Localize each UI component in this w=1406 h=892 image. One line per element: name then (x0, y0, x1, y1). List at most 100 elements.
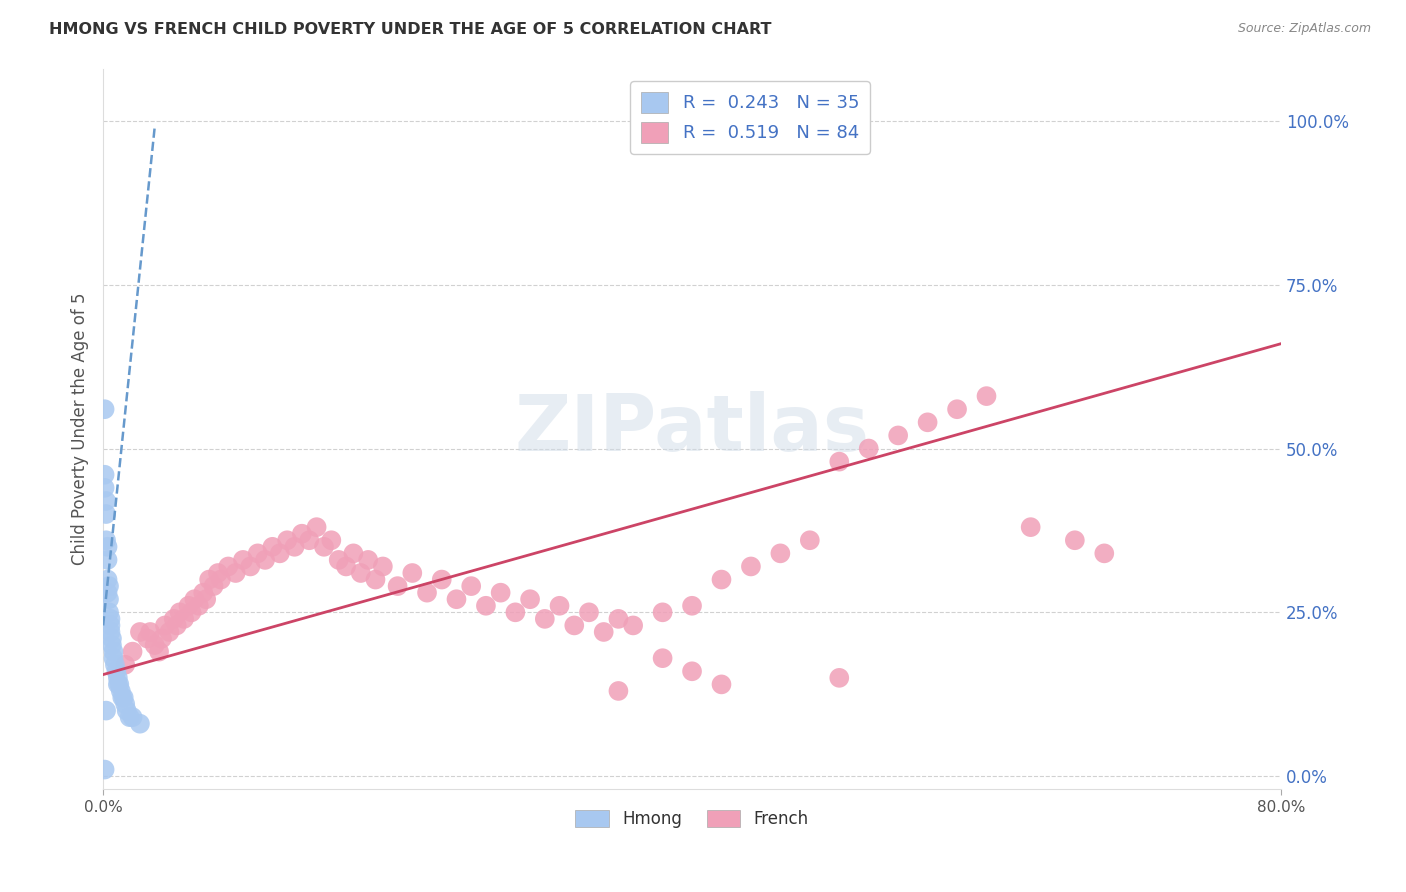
Point (93, 763, 115, 777)
Point (209, 573, 232, 587)
Point (104, 657, 127, 672)
Point (887, 428, 910, 442)
Point (651, 605, 673, 619)
Point (321, 533, 343, 548)
Point (262, 540, 284, 554)
Point (607, 612, 630, 626)
Point (153, 618, 176, 632)
Point (681, 599, 703, 613)
Point (387, 579, 409, 593)
Point (148, 645, 170, 659)
Point (114, 657, 136, 672)
Point (193, 585, 215, 599)
Point (98, 579, 121, 593)
Point (430, 573, 453, 587)
Point (101, 638, 124, 652)
Point (180, 605, 202, 619)
Point (101, 632, 124, 646)
Point (103, 645, 125, 659)
Point (93, 467, 115, 482)
Point (946, 402, 969, 417)
Point (312, 540, 335, 554)
Point (100, 612, 122, 626)
Point (187, 599, 209, 613)
Point (225, 566, 247, 580)
Point (305, 520, 328, 534)
Point (207, 566, 229, 580)
Point (177, 599, 200, 613)
Text: ZIPatlas: ZIPatlas (515, 391, 869, 467)
Point (254, 553, 277, 567)
Point (578, 605, 600, 619)
Point (335, 559, 357, 574)
Point (291, 526, 314, 541)
Point (740, 559, 762, 574)
Point (111, 690, 134, 705)
Point (710, 677, 733, 691)
Point (239, 559, 262, 574)
Point (100, 618, 122, 632)
Point (195, 592, 218, 607)
Point (96, 585, 118, 599)
Point (799, 533, 821, 548)
Point (121, 645, 143, 659)
Point (110, 684, 132, 698)
Point (114, 697, 136, 711)
Point (1092, 546, 1115, 560)
Point (276, 533, 298, 548)
Point (183, 592, 205, 607)
Point (298, 533, 321, 548)
Point (96, 540, 118, 554)
Point (1019, 520, 1042, 534)
Point (505, 605, 527, 619)
Point (94, 494, 117, 508)
Point (94, 533, 117, 548)
Point (681, 665, 703, 679)
Point (858, 442, 880, 456)
Point (105, 665, 128, 679)
Point (139, 624, 162, 639)
Point (93, 481, 115, 495)
Point (607, 684, 630, 698)
Point (283, 540, 305, 554)
Point (1063, 533, 1085, 548)
Point (94, 704, 117, 718)
Point (166, 618, 188, 632)
Point (342, 546, 364, 560)
Point (446, 592, 468, 607)
Point (328, 553, 350, 567)
Point (108, 677, 131, 691)
Text: HMONG VS FRENCH CHILD POVERTY UNDER THE AGE OF 5 CORRELATION CHART: HMONG VS FRENCH CHILD POVERTY UNDER THE … (49, 22, 772, 37)
Point (401, 566, 423, 580)
Point (94, 507, 117, 521)
Point (100, 624, 122, 639)
Point (371, 559, 394, 574)
Point (198, 573, 221, 587)
Point (143, 638, 166, 652)
Point (107, 677, 129, 691)
Point (107, 671, 129, 685)
Point (621, 618, 644, 632)
Point (519, 592, 541, 607)
Point (828, 455, 851, 469)
Point (202, 579, 225, 593)
Point (129, 716, 152, 731)
Point (98, 605, 121, 619)
Text: Source: ZipAtlas.com: Source: ZipAtlas.com (1237, 22, 1371, 36)
Y-axis label: Child Poverty Under the Age of 5: Child Poverty Under the Age of 5 (72, 293, 89, 566)
Point (828, 671, 851, 685)
Point (129, 624, 152, 639)
Point (115, 704, 138, 718)
Point (232, 553, 254, 567)
Point (350, 566, 373, 580)
Point (118, 710, 141, 724)
Point (121, 710, 143, 724)
Point (93, 402, 115, 417)
Point (710, 573, 733, 587)
Point (96, 553, 118, 567)
Point (136, 632, 159, 646)
Point (98, 592, 121, 607)
Point (460, 579, 482, 593)
Point (217, 559, 239, 574)
Point (112, 690, 135, 705)
